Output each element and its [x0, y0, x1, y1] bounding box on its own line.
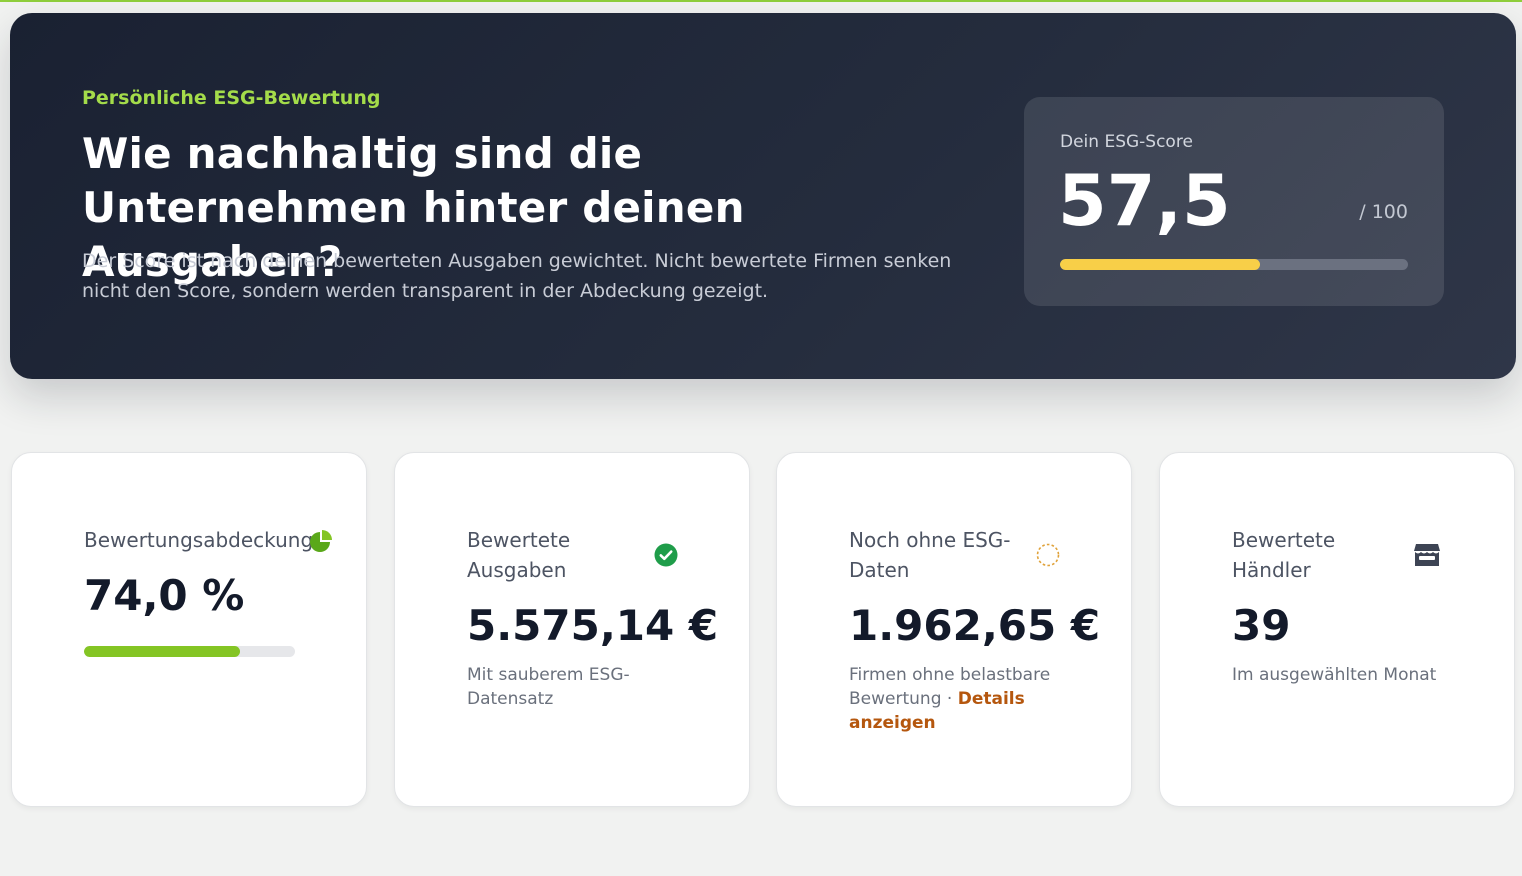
rated-spend-label: Bewertete Ausgaben — [467, 528, 571, 582]
unrated-value: 1.962,65 € — [849, 601, 1101, 650]
check-circle-icon — [654, 543, 678, 571]
unrated-label: Noch ohne ESG-Daten — [849, 528, 1011, 582]
esg-hero-banner: Persönliche ESG-Bewertung Wie nachhaltig… — [10, 13, 1516, 379]
top-accent-line — [0, 0, 1522, 2]
unrated-subtext: Firmen ohne belastbare Bewertung · Detai… — [849, 663, 1059, 735]
score-progress-fill — [1060, 259, 1261, 270]
page-title: Wie nachhaltig sind die Unternehmen hint… — [82, 129, 745, 286]
merchants-card: Bewertete Händler 39 Im ausgewählten Mon… — [1159, 452, 1515, 807]
merchants-label: Bewertete Händler — [1232, 528, 1336, 582]
esg-score-panel: Dein ESG-Score 57,5 / 100 — [1024, 97, 1444, 306]
unrated-subtext-text: Firmen ohne belastbare Bewertung · — [849, 665, 1051, 709]
rated-spend-card: Bewertete Ausgaben 5.575,14 € Mit sauber… — [394, 452, 750, 807]
store-icon — [1413, 543, 1441, 571]
hero-description: Der Score ist nach deinen bewerteten Aus… — [82, 250, 952, 302]
pie-chart-icon — [308, 529, 334, 559]
coverage-value: 74,0 % — [84, 571, 245, 620]
dashed-circle-icon — [1036, 543, 1060, 571]
score-max: / 100 — [1359, 201, 1408, 223]
score-value: 57,5 — [1058, 160, 1231, 242]
coverage-progress-bar — [84, 646, 295, 657]
hero-eyebrow: Persönliche ESG-Bewertung — [82, 87, 381, 109]
merchants-value: 39 — [1232, 601, 1291, 650]
coverage-label: Bewertungsabdeckung — [84, 528, 314, 552]
score-progress-bar — [1060, 259, 1408, 270]
details-link[interactable]: Details anzeigen — [849, 689, 1025, 733]
score-label: Dein ESG-Score — [1060, 132, 1193, 152]
rated-spend-subtext: Mit sauberem ESG-Datensatz — [467, 665, 630, 709]
unrated-spend-card: Noch ohne ESG-Daten 1.962,65 € Firmen oh… — [776, 452, 1132, 807]
coverage-progress-fill — [84, 646, 241, 657]
rated-spend-value: 5.575,14 € — [467, 601, 719, 650]
merchants-subtext: Im ausgewählten Monat — [1232, 665, 1437, 685]
coverage-card: Bewertungsabdeckung 74,0 % — [11, 452, 367, 807]
